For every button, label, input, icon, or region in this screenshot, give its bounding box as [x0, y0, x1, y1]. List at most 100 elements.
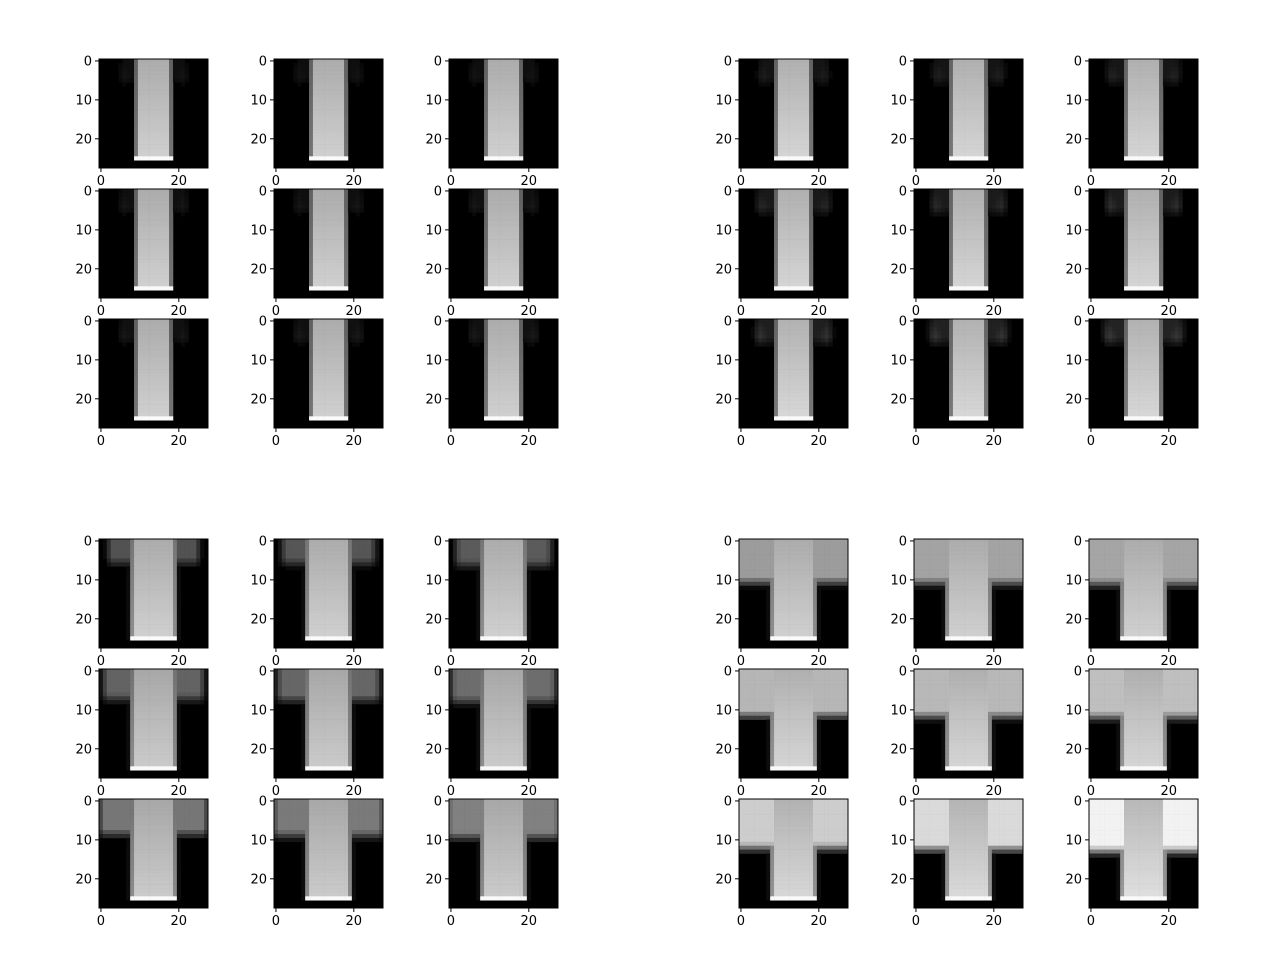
image-pixel [336, 105, 341, 110]
image-pixel [503, 319, 508, 324]
image-pixel [336, 357, 341, 363]
image-pixel [340, 350, 345, 355]
image-pixel [169, 361, 174, 367]
image-pixel [522, 59, 528, 64]
image-pixel [328, 259, 333, 264]
image-pixel [141, 144, 147, 149]
image-pixel [344, 396, 349, 402]
image-pixel [511, 86, 516, 91]
image-pixel [972, 266, 977, 272]
image-pixel [816, 196, 822, 201]
image-pixel [176, 319, 182, 324]
image-pixel [293, 196, 298, 201]
image-pixel [511, 259, 516, 264]
image-pixel [134, 330, 139, 335]
image-pixel [1159, 282, 1164, 287]
image-pixel [145, 330, 150, 335]
image-pixel [161, 392, 166, 398]
image-pixel [1170, 200, 1175, 205]
image-pixel [316, 132, 322, 138]
image-pixel [157, 97, 162, 103]
image-pixel [320, 342, 325, 347]
image-pixel [770, 204, 775, 209]
image-pixel [1143, 101, 1148, 107]
image-pixel [126, 192, 131, 198]
image-pixel [511, 361, 516, 367]
image-pixel [491, 354, 497, 359]
image-pixel [320, 196, 325, 201]
image-pixel [145, 82, 150, 87]
image-pixel [960, 94, 965, 99]
image-pixel [344, 326, 349, 331]
image-pixel [793, 113, 798, 118]
image-pixel [511, 274, 516, 279]
image-pixel [1166, 192, 1172, 198]
image-pixel [355, 189, 360, 194]
image-pixel [1151, 208, 1156, 213]
image-pixel [820, 78, 825, 83]
image-pixel [332, 216, 337, 221]
image-pixel [137, 109, 143, 114]
image-pixel [1127, 235, 1133, 240]
image-pixel [949, 140, 954, 145]
image-pixel [1147, 132, 1152, 138]
image-pixel [522, 204, 528, 209]
image-pixel [149, 354, 154, 359]
image-pixel [134, 216, 139, 221]
image-pixel [499, 129, 504, 134]
image-pixel [809, 326, 814, 331]
image-pixel [507, 113, 512, 118]
image-pixel [495, 373, 500, 378]
image-pixel [793, 148, 798, 153]
image-pixel [774, 59, 779, 64]
image-pixel [972, 262, 977, 268]
image-pixel [805, 247, 810, 252]
image-pixel [476, 322, 481, 328]
image-pixel [1139, 231, 1144, 237]
image-pixel [515, 144, 520, 149]
image-pixel [141, 326, 147, 331]
image-pixel [1127, 97, 1133, 103]
image-pixel [809, 319, 814, 324]
image-pixel [141, 189, 147, 194]
image-pixel [519, 404, 524, 409]
image-pixel [169, 338, 174, 343]
image-pixel [134, 78, 139, 83]
image-pixel [130, 338, 135, 343]
image-pixel [344, 235, 349, 240]
image-pixel [347, 78, 353, 83]
image-pixel [1131, 86, 1137, 91]
image-pixel [972, 94, 977, 99]
image-pixel [519, 319, 524, 324]
image-pixel [968, 196, 973, 201]
image-pixel [134, 346, 139, 351]
image-pixel [344, 90, 349, 95]
image-pixel [157, 117, 162, 122]
image-pixel [515, 342, 520, 347]
image-pixel [145, 94, 150, 99]
image-pixel [336, 338, 341, 343]
image-pixel [960, 82, 965, 87]
image-pixel [149, 259, 154, 264]
image-pixel [169, 373, 174, 378]
image-pixel [511, 381, 516, 386]
image-pixel [980, 117, 985, 122]
image-pixel [180, 319, 185, 324]
image-pixel [816, 78, 822, 83]
image-pixel [316, 412, 322, 417]
image-pixel [328, 109, 333, 114]
image-pixel [777, 94, 783, 99]
image-pixel [484, 62, 489, 68]
image-pixel [316, 408, 322, 413]
image-pixel [165, 121, 170, 126]
image-pixel [468, 192, 473, 198]
image-pixel [949, 78, 954, 83]
image-pixel [976, 227, 981, 233]
image-pixel [511, 255, 516, 260]
image-pixel [161, 204, 166, 209]
image-pixel [297, 74, 302, 79]
image-pixel [519, 101, 524, 107]
image-pixel [320, 59, 325, 64]
image-pixel [797, 62, 802, 68]
image-pixel [149, 282, 154, 287]
